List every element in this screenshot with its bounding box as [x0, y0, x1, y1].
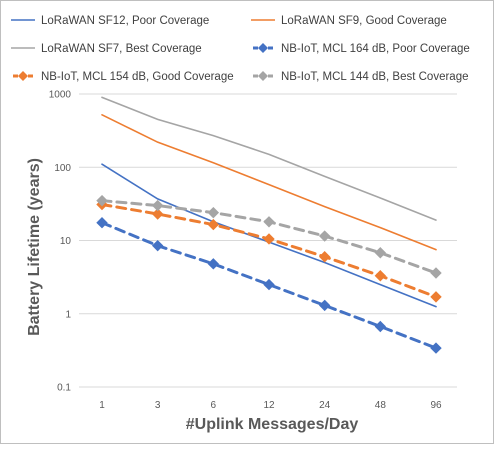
legend-label: NB-IoT, MCL 144 dB, Best Coverage — [281, 71, 469, 83]
legend-label: NB-IoT, MCL 154 dB, Good Coverage — [41, 71, 234, 83]
legend-item: NB-IoT, MCL 164 dB, Poor Coverage — [253, 43, 470, 55]
data-point — [374, 320, 387, 333]
legend-item: LoRaWAN SF7, Best Coverage — [11, 43, 202, 55]
x-tick-label: 24 — [319, 400, 331, 411]
legend-item: NB-IoT, MCL 144 dB, Best Coverage — [253, 71, 469, 83]
y-tick-label: 1000 — [49, 90, 72, 101]
x-axis-label: #Uplink Messages/Day — [186, 416, 359, 433]
x-tick-label: 1 — [99, 400, 105, 411]
data-point — [374, 247, 387, 259]
y-tick-label: 0.1 — [57, 383, 71, 394]
data-point — [96, 194, 108, 207]
series-line — [101, 96, 437, 221]
data-point — [318, 230, 331, 242]
data-point — [374, 270, 387, 282]
legend-swatch-marker — [258, 71, 268, 81]
x-tick-label: 48 — [375, 400, 387, 411]
series-3 — [101, 96, 437, 221]
legend-swatch-marker — [18, 71, 28, 81]
data-point — [151, 199, 164, 212]
legend-label: LoRaWAN SF7, Best Coverage — [41, 43, 202, 55]
data-point — [207, 206, 220, 219]
data-point — [318, 299, 331, 312]
x-tick-label: 6 — [211, 400, 217, 411]
legend-label: NB-IoT, MCL 164 dB, Poor Coverage — [281, 43, 470, 55]
grid — [79, 93, 457, 388]
legend-label: LoRaWAN SF9, Good Coverage — [281, 15, 447, 27]
y-tick-label: 10 — [60, 236, 72, 247]
legend: LoRaWAN SF12, Poor Coverage LoRaWAN SF9, … — [11, 15, 470, 83]
y-tick-labels: 0.1 1 10 100 1000 — [49, 90, 72, 394]
data-point — [430, 342, 442, 354]
data-point — [430, 267, 442, 279]
y-axis-label: Battery Lifetime (years) — [26, 158, 43, 336]
x-tick-label: 3 — [155, 400, 161, 411]
y-tick-label: 100 — [54, 163, 71, 174]
series-5 — [96, 198, 442, 303]
data-point — [151, 208, 164, 220]
legend-label: LoRaWAN SF12, Poor Coverage — [41, 15, 209, 27]
data-point — [263, 233, 275, 245]
series-4 — [96, 216, 442, 354]
x-tick-label: 12 — [263, 400, 275, 411]
data-point — [207, 258, 220, 270]
x-tick-label: 96 — [430, 400, 442, 411]
y-tick-label: 1 — [65, 309, 71, 320]
data-point — [151, 239, 164, 252]
data-point — [430, 291, 442, 303]
data-point — [207, 218, 220, 231]
data-point — [318, 251, 331, 263]
x-tick-labels: 1 3 6 12 24 48 96 — [99, 400, 442, 411]
series-6 — [96, 194, 442, 279]
legend-item: LoRaWAN SF9, Good Coverage — [251, 15, 447, 27]
legend-item: NB-IoT, MCL 154 dB, Good Coverage — [13, 71, 234, 83]
data-point — [263, 278, 275, 291]
series-line — [101, 114, 437, 251]
legend-swatch-marker — [258, 43, 268, 53]
series-2 — [101, 114, 437, 251]
series-layer — [96, 96, 442, 354]
data-point — [96, 216, 108, 229]
data-point — [263, 216, 275, 228]
legend-item: LoRaWAN SF12, Poor Coverage — [11, 15, 209, 27]
